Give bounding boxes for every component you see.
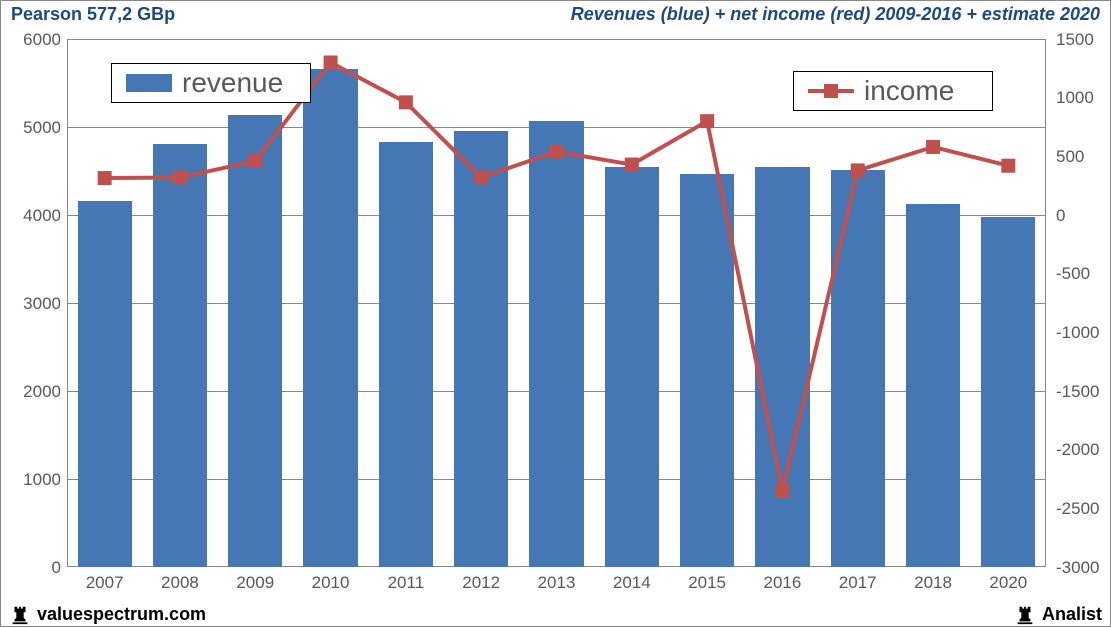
chart-header: Pearson 577,2 GBp Revenues (blue) + net … [1, 1, 1110, 27]
y-right-tick: -2500 [1056, 499, 1099, 519]
x-tick: 2018 [914, 573, 952, 593]
income-marker [851, 163, 865, 177]
legend-swatch-bar [126, 74, 172, 92]
legend-income: income [793, 71, 993, 111]
income-marker [926, 140, 940, 154]
y-left-tick: 3000 [5, 294, 61, 314]
income-marker [700, 114, 714, 128]
y-left-tick: 1000 [5, 470, 61, 490]
y-right-tick: 1500 [1056, 30, 1094, 50]
x-tick: 2016 [764, 573, 802, 593]
legend-label: income [864, 75, 954, 107]
y-left-tick: 4000 [5, 206, 61, 226]
y-right-tick: -2000 [1056, 440, 1099, 460]
income-marker [173, 170, 187, 184]
plot-inner: 0100020003000400050006000-3000-2500-2000… [67, 39, 1046, 567]
legend-swatch-line [808, 89, 854, 93]
x-tick: 2007 [86, 573, 124, 593]
income-marker [550, 145, 564, 159]
x-tick: 2012 [462, 573, 500, 593]
x-tick: 2013 [538, 573, 576, 593]
header-left: Pearson 577,2 GBp [11, 4, 175, 25]
x-tick: 2017 [839, 573, 877, 593]
rook-icon [1014, 604, 1036, 626]
legend-revenue: revenue [111, 63, 311, 103]
x-tick: 2009 [236, 573, 274, 593]
footer-right-label: Analist [1042, 604, 1102, 625]
income-marker [474, 170, 488, 184]
income-marker [1001, 159, 1015, 173]
footer-left-group: valuespectrum.com [9, 604, 206, 626]
income-line [105, 62, 1009, 490]
chart-frame: Pearson 577,2 GBp Revenues (blue) + net … [0, 0, 1111, 627]
x-tick: 2011 [388, 573, 425, 593]
income-marker [248, 154, 262, 168]
income-marker [775, 484, 789, 498]
plot-area: 0100020003000400050006000-3000-2500-2000… [1, 27, 1111, 601]
y-right-tick: -1500 [1056, 382, 1099, 402]
x-tick: 2020 [989, 573, 1027, 593]
y-right-tick: -500 [1056, 264, 1090, 284]
y-left-tick: 0 [5, 558, 61, 578]
legend-label: revenue [182, 67, 283, 99]
y-right-tick: 0 [1056, 206, 1065, 226]
x-tick: 2015 [688, 573, 726, 593]
income-marker [625, 158, 639, 172]
footer-right-group: Analist [1014, 604, 1102, 626]
y-left-tick: 2000 [5, 382, 61, 402]
rook-icon [9, 604, 31, 626]
x-tick: 2010 [312, 573, 350, 593]
chart-footer: valuespectrum.com Analist [1, 601, 1110, 628]
y-right-tick: -1000 [1056, 323, 1099, 343]
legend-line-marker [824, 84, 838, 98]
x-tick: 2014 [613, 573, 651, 593]
y-left-tick: 6000 [5, 30, 61, 50]
y-right-tick: 1000 [1056, 88, 1094, 108]
y-right-tick: 500 [1056, 147, 1084, 167]
income-marker [324, 55, 338, 69]
income-marker [399, 95, 413, 109]
footer-left-label: valuespectrum.com [37, 604, 206, 625]
line-layer [67, 39, 1046, 567]
x-tick: 2008 [161, 573, 199, 593]
y-left-tick: 5000 [5, 118, 61, 138]
y-right-tick: -3000 [1056, 558, 1099, 578]
income-marker [98, 171, 112, 185]
header-right: Revenues (blue) + net income (red) 2009-… [571, 4, 1100, 25]
